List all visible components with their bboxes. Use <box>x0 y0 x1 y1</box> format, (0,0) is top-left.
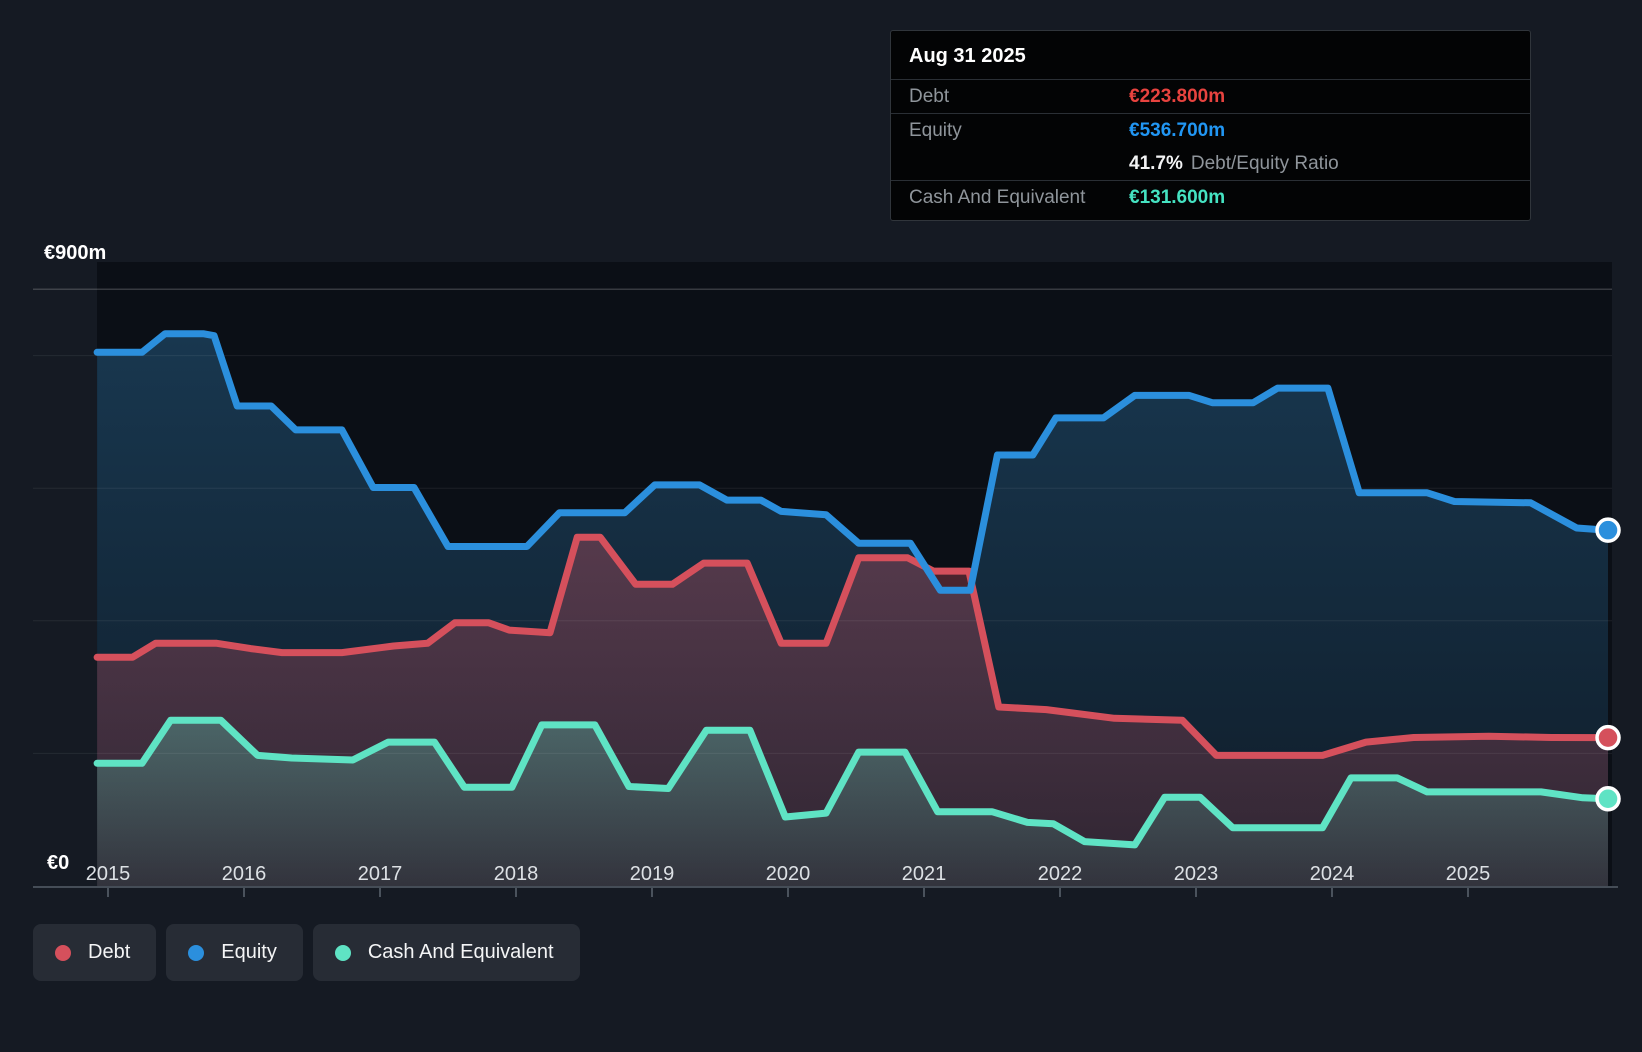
tooltip-row-equity: Equity €536.700m <box>909 119 1226 141</box>
line-debt <box>93 533 1612 759</box>
legend-label: Debt <box>88 941 131 963</box>
legend-label: Cash And Equivalent <box>367 941 554 963</box>
x-axis-label: 2016 <box>222 863 267 885</box>
x-axis-label: 2023 <box>1174 863 1219 885</box>
legend-dot-icon <box>188 944 205 961</box>
chart-legend: Debt Equity Cash And Equivalent <box>33 924 580 981</box>
chart-tooltip: Aug 31 2025 Debt €223.800m Equity €536.7… <box>890 30 1531 221</box>
ratio-value: 41.7% <box>1129 152 1183 174</box>
endpoint-dot-debt[interactable] <box>1595 724 1621 751</box>
tooltip-debt-value: €223.800m <box>1129 85 1226 107</box>
tooltip-date: Aug 31 2025 <box>891 31 1530 80</box>
legend-dot-icon <box>55 944 71 961</box>
legend-label: Equity <box>221 941 277 963</box>
line-cash-and-equivalent <box>93 716 1612 849</box>
x-axis-label: 2024 <box>1310 863 1355 885</box>
y-axis-min-label: €0 <box>47 852 69 874</box>
endpoint-dot-cash-and-equivalent[interactable] <box>1595 785 1621 812</box>
y-axis-max-label: €900m <box>44 242 106 264</box>
legend-dot-icon <box>334 944 351 961</box>
tooltip-row-debt: Debt €223.800m <box>891 80 1530 114</box>
x-axis-label: 2020 <box>766 863 811 885</box>
legend-item-equity[interactable]: Equity <box>166 924 303 981</box>
tooltip-cash-value: €131.600m <box>1129 186 1226 208</box>
tooltip-row-ratio: 41.7% Debt/Equity Ratio <box>891 147 1530 181</box>
x-axis-label: 2017 <box>358 863 403 885</box>
ratio-label: Debt/Equity Ratio <box>1190 152 1339 174</box>
endpoint-dot-equity[interactable] <box>1595 517 1621 543</box>
x-axis-label: 2018 <box>494 863 539 885</box>
x-axis-label: 2019 <box>630 863 675 885</box>
x-axis-label: 2021 <box>902 863 947 885</box>
tooltip-equity-value: €536.700m <box>1129 119 1226 141</box>
x-axis-label: 2015 <box>86 863 131 885</box>
x-axis-label: 2022 <box>1038 863 1083 885</box>
line-equity <box>93 330 1612 594</box>
x-axis-label: 2025 <box>1446 863 1491 885</box>
tooltip-row-cash: Cash And Equivalent €131.600m <box>909 186 1226 208</box>
area-cash-and-equivalent <box>97 720 1609 886</box>
legend-item-debt[interactable]: Debt <box>33 924 157 981</box>
legend-item-cash-and-equivalent[interactable]: Cash And Equivalent <box>312 924 580 981</box>
